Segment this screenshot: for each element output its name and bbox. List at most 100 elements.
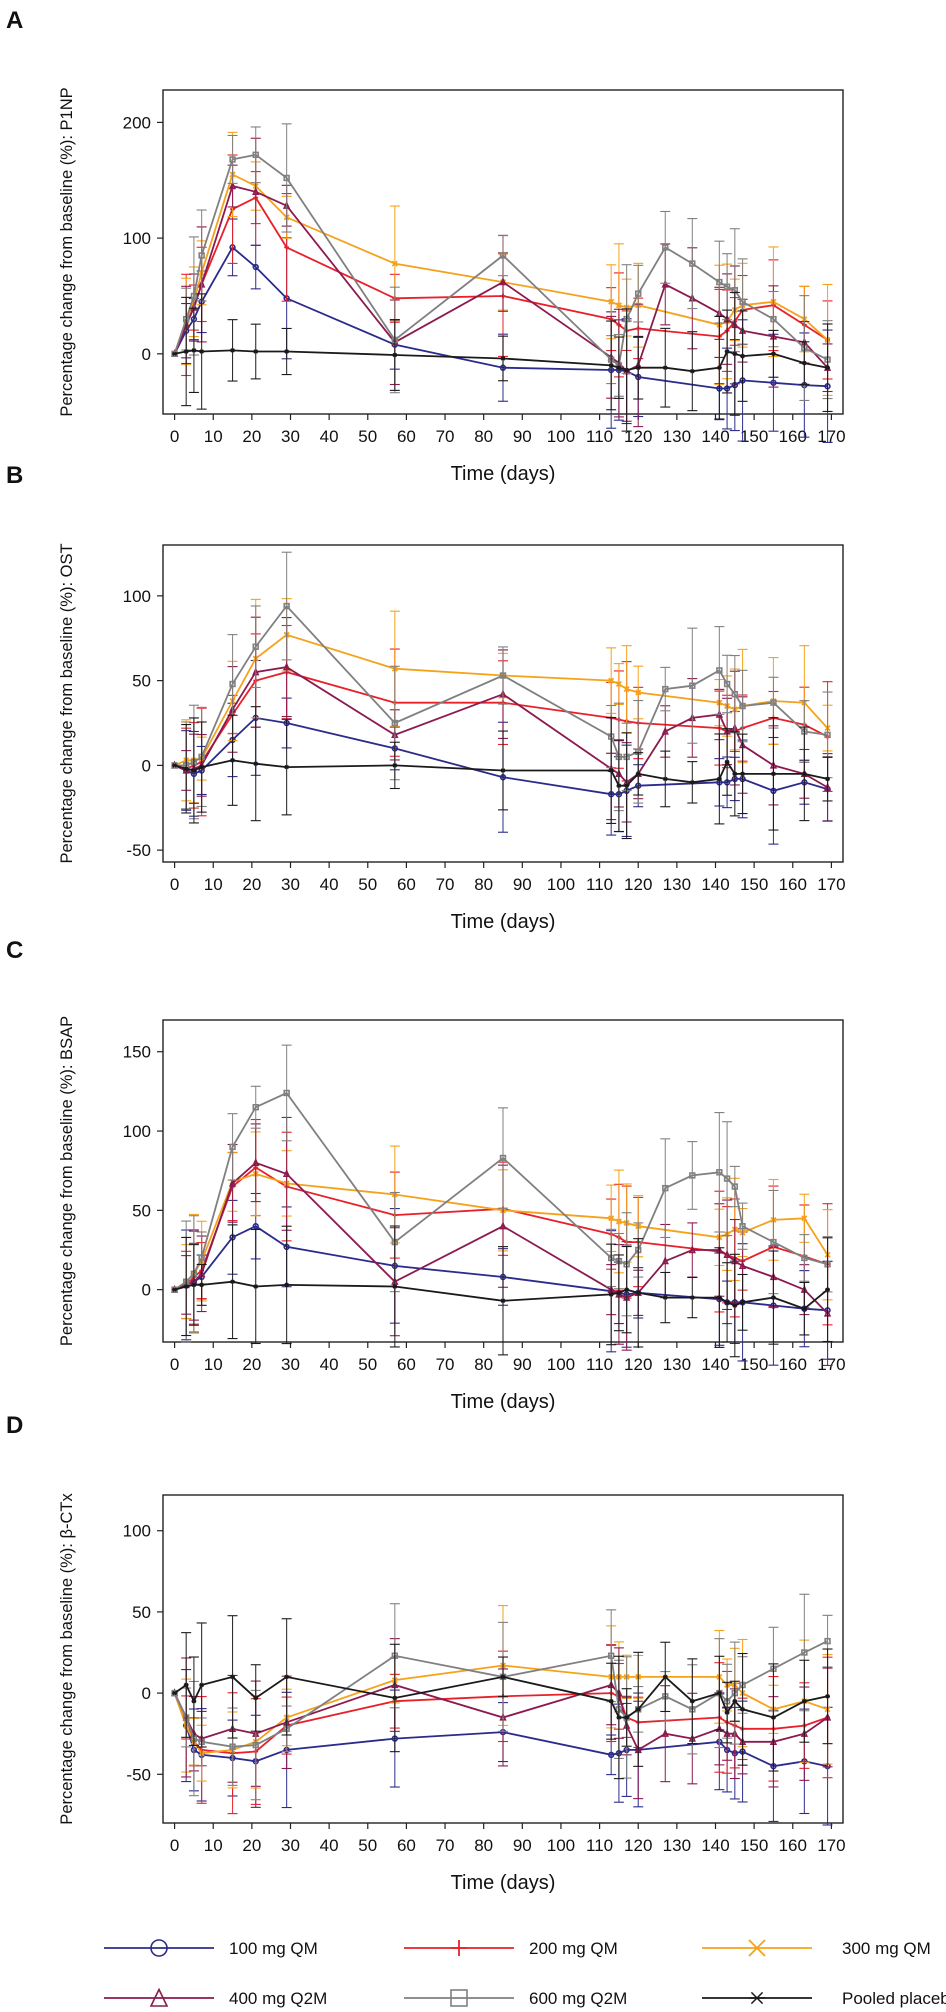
data-point bbox=[253, 1695, 259, 1701]
data-point bbox=[770, 699, 777, 706]
y-tick-label: 0 bbox=[142, 756, 151, 775]
legend-triangle-icon bbox=[149, 1987, 169, 2007]
x-tick-label: 70 bbox=[436, 1355, 455, 1374]
series-100-mg-qm bbox=[171, 1669, 833, 1826]
y-tick-label: 0 bbox=[142, 1281, 151, 1300]
x-tick-label: 130 bbox=[663, 1355, 691, 1374]
x-tick-label: 20 bbox=[242, 1836, 261, 1855]
data-point bbox=[615, 680, 622, 688]
data-point bbox=[825, 776, 830, 782]
data-point bbox=[252, 1223, 259, 1230]
data-point bbox=[284, 764, 290, 770]
x-tick-label: 20 bbox=[242, 427, 261, 446]
series-400-mg-q2m bbox=[170, 1116, 833, 1366]
data-point bbox=[689, 780, 695, 785]
x-tick-label: 130 bbox=[663, 427, 691, 446]
x-axis-label: Time (days) bbox=[451, 1391, 556, 1413]
data-point bbox=[252, 151, 259, 158]
data-point bbox=[771, 1715, 776, 1720]
y-tick-label: 150 bbox=[123, 1043, 151, 1062]
x-tick-label: 70 bbox=[436, 427, 455, 446]
data-point bbox=[615, 1218, 622, 1225]
data-point bbox=[635, 365, 641, 370]
x-tick-label: 150 bbox=[740, 1355, 768, 1374]
data-point bbox=[183, 766, 189, 771]
y-axis-label: Percentage change from baseline (%): β-C… bbox=[58, 1493, 76, 1825]
data-point bbox=[199, 1282, 205, 1288]
x-tick-label: 130 bbox=[663, 1836, 691, 1855]
panel-C: C 0 10 20 30 40 50 60 70 80 90 100 110 120 130 140 150 16… bbox=[6, 937, 846, 1413]
x-tick-label: 0 bbox=[170, 1836, 179, 1855]
data-point bbox=[608, 363, 614, 368]
data-point bbox=[739, 1223, 746, 1230]
data-point bbox=[283, 602, 290, 610]
data-point bbox=[608, 768, 614, 773]
data-point bbox=[662, 1674, 668, 1680]
data-point bbox=[724, 1300, 730, 1305]
x-tick-label: 10 bbox=[204, 1355, 223, 1374]
data-point bbox=[723, 680, 731, 688]
y-axis-label: Percentage change from baseline (%): OST bbox=[58, 543, 76, 863]
data-point bbox=[190, 292, 198, 300]
data-point bbox=[732, 1699, 738, 1704]
data-point bbox=[191, 768, 197, 773]
x-tick-label: 40 bbox=[320, 1355, 339, 1374]
data-point bbox=[716, 365, 722, 370]
data-point bbox=[740, 771, 745, 777]
data-point bbox=[284, 1282, 290, 1288]
plot-frame bbox=[162, 544, 844, 863]
legend-label: Pooled placebo bbox=[842, 1989, 946, 2008]
data-point bbox=[662, 244, 669, 251]
x-tick-label: 110 bbox=[586, 1355, 613, 1374]
series-line bbox=[173, 1640, 828, 1748]
series-line bbox=[174, 349, 828, 373]
data-point bbox=[392, 763, 398, 768]
x-tick-label: 70 bbox=[436, 1836, 455, 1855]
x-tick-label: 170 bbox=[817, 1355, 845, 1374]
series-line bbox=[173, 184, 829, 373]
y-axis-label: Percentage change from baseline (%): BSA… bbox=[58, 1016, 76, 1346]
legend-label: 100 mg QM bbox=[229, 1939, 318, 1958]
data-point bbox=[229, 680, 236, 688]
data-point bbox=[825, 365, 830, 370]
x-tick-label: 60 bbox=[397, 1355, 416, 1374]
data-point bbox=[392, 1284, 398, 1289]
y-tick-label: 100 bbox=[123, 1122, 151, 1141]
data-point bbox=[723, 1249, 731, 1258]
data-point bbox=[253, 349, 259, 354]
data-point bbox=[688, 1245, 696, 1254]
data-point bbox=[624, 783, 630, 788]
data-point bbox=[616, 365, 622, 370]
data-point bbox=[716, 776, 722, 782]
x-tick-label: 80 bbox=[474, 1355, 493, 1374]
data-point bbox=[738, 1261, 747, 1270]
data-point bbox=[716, 1169, 723, 1176]
data-point bbox=[689, 1699, 695, 1704]
x-axis-label: Time (days) bbox=[451, 1872, 556, 1894]
data-point bbox=[616, 783, 622, 788]
data-point bbox=[825, 1287, 830, 1292]
data-point bbox=[740, 1300, 745, 1305]
x-axis-label: Time (days) bbox=[451, 463, 556, 485]
y-tick-label: 100 bbox=[123, 587, 151, 606]
x-tick-label: 10 bbox=[204, 427, 223, 446]
series-line bbox=[174, 759, 828, 787]
legend-asterisk-icon bbox=[749, 1991, 765, 2005]
x-tick-label: 0 bbox=[170, 427, 179, 446]
data-point bbox=[771, 351, 776, 357]
x-tick-label: 160 bbox=[779, 1836, 807, 1855]
x-tick-label: 40 bbox=[320, 427, 339, 446]
data-point bbox=[499, 672, 507, 679]
panel-A: A 0 10 20 30 40 50 60 70 80 90 100 110 120 130 140 150 16… bbox=[6, 7, 846, 485]
legend-item: 400 mg Q2M bbox=[104, 1987, 327, 2008]
data-point bbox=[199, 349, 205, 354]
data-point bbox=[771, 1295, 776, 1300]
data-point bbox=[391, 719, 399, 727]
series-400-mg-q2m bbox=[170, 1638, 833, 1800]
x-tick-label: 110 bbox=[586, 875, 613, 894]
series-line bbox=[173, 153, 828, 368]
legend-label: 300 mg QM bbox=[842, 1939, 931, 1958]
x-tick-label: 90 bbox=[513, 875, 532, 894]
data-point bbox=[635, 290, 642, 297]
x-tick-label: 140 bbox=[701, 875, 729, 894]
